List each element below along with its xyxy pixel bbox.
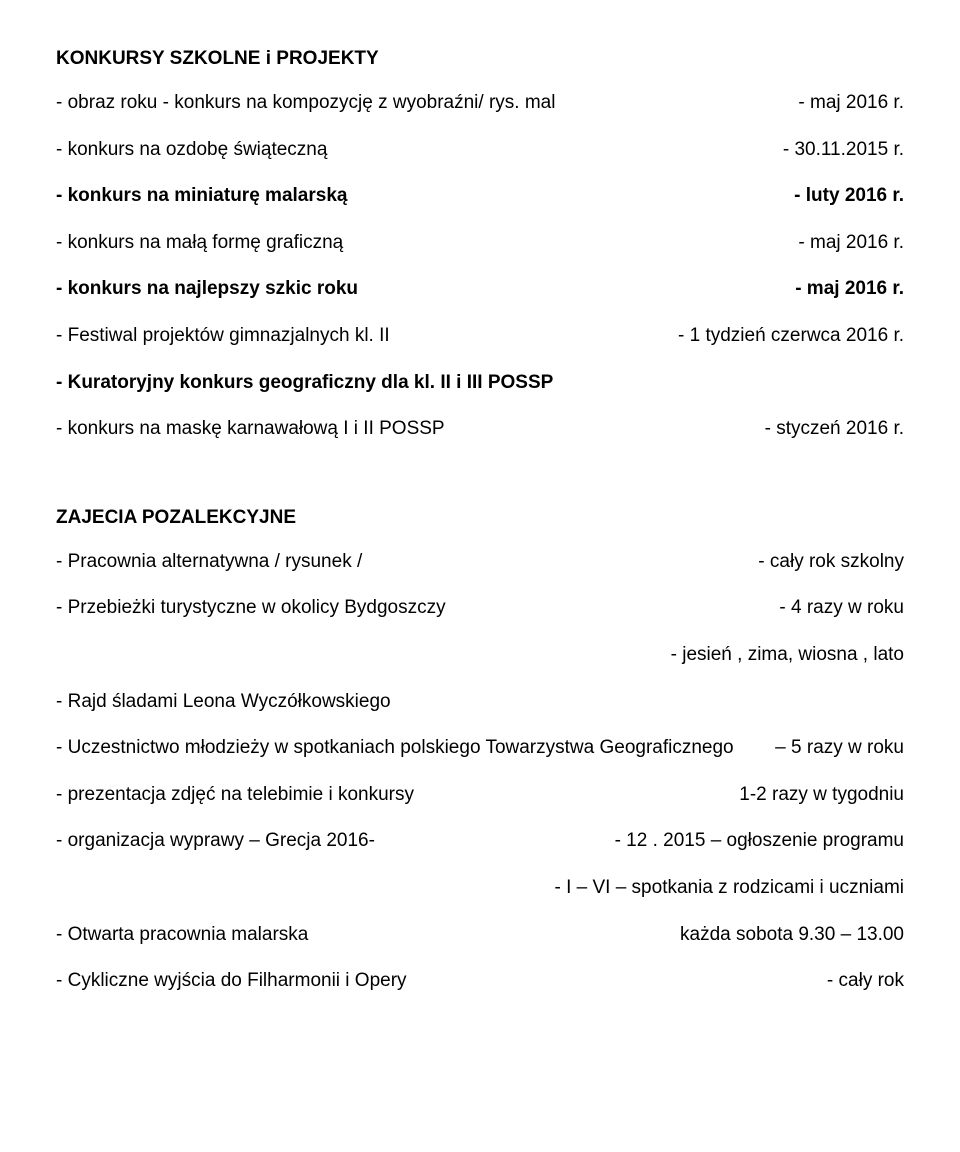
s1-row-2-right: - luty 2016 r. [794, 183, 904, 210]
s2-row-2: - jesień , zima, wiosna , lato [56, 642, 904, 669]
s1-row-2: - konkurs na miniaturę malarską - luty 2… [56, 183, 904, 210]
s2-rowa-1-right: 1-2 razy w tygodniu [739, 782, 904, 809]
s2-rowa-1-left: - prezentacja zdjęć na telebimie i konku… [56, 782, 739, 809]
s2-row-1-left: - Przebieżki turystyczne w okolicy Bydgo… [56, 595, 779, 622]
s1-row-4-left: - konkurs na najlepszy szkic roku [56, 276, 795, 303]
s2-rowa-4: - Otwarta pracownia malarska każda sobot… [56, 922, 904, 949]
s1-single-0: - Kuratoryjny konkurs geograficzny dla k… [56, 370, 904, 397]
s1-rowa-0: - konkurs na maskę karnawałową I i II PO… [56, 416, 904, 443]
s2-rowa-1: - prezentacja zdjęć na telebimie i konku… [56, 782, 904, 809]
s2-rowa-5-left: - Cykliczne wyjścia do Filharmonii i Ope… [56, 968, 827, 995]
s1-row-5: - Festiwal projektów gimnazjalnych kl. I… [56, 323, 904, 350]
s1-row-0: - obraz roku - konkurs na kompozycję z w… [56, 90, 904, 117]
s1-row-4: - konkurs na najlepszy szkic roku - maj … [56, 276, 904, 303]
s2-row-2-right: - jesień , zima, wiosna , lato [671, 642, 904, 669]
s1-row-5-right: - 1 tydzień czerwca 2016 r. [678, 323, 904, 350]
s1-row-0-left: - obraz roku - konkurs na kompozycję z w… [56, 90, 798, 117]
s1-rowa-0-right: - styczeń 2016 r. [765, 416, 904, 443]
s2-row-0-right: - cały rok szkolny [758, 549, 904, 576]
s2-row-0-left: - Pracownia alternatywna / rysunek / [56, 549, 758, 576]
s1-row-1-right: - 30.11.2015 r. [783, 137, 904, 164]
s2-rowa-5-right: - cały rok [827, 968, 904, 995]
s1-row-3-right: - maj 2016 r. [798, 230, 904, 257]
s1-rowa-0-left: - konkurs na maskę karnawałową I i II PO… [56, 416, 765, 443]
s1-row-1: - konkurs na ozdobę świąteczną - 30.11.2… [56, 137, 904, 164]
s1-row-5-left: - Festiwal projektów gimnazjalnych kl. I… [56, 323, 678, 350]
s1-row-3-left: - konkurs na małą formę graficzną [56, 230, 798, 257]
s1-row-0-right: - maj 2016 r. [798, 90, 904, 117]
s2-rowa-0-left: - Uczestnictwo młodzieży w spotkaniach p… [56, 735, 775, 762]
s2-row-0: - Pracownia alternatywna / rysunek / - c… [56, 549, 904, 576]
s2-row-1-right: - 4 razy w roku [779, 595, 904, 622]
s1-row-2-left: - konkurs na miniaturę malarską [56, 183, 794, 210]
section1-title: KONKURSY SZKOLNE i PROJEKTY [56, 48, 904, 70]
s2-rowa-2-left: - organizacja wyprawy – Grecja 2016- [56, 828, 615, 855]
s2-rowa-2: - organizacja wyprawy – Grecja 2016- - 1… [56, 828, 904, 855]
s2-rowa-0-right: – 5 razy w roku [775, 735, 904, 762]
s2-rowa-4-right: każda sobota 9.30 – 13.00 [680, 922, 904, 949]
s2-row-1: - Przebieżki turystyczne w okolicy Bydgo… [56, 595, 904, 622]
s2-rowa-2-right: - 12 . 2015 – ogłoszenie programu [615, 828, 904, 855]
s2-rowa-3: - I – VI – spotkania z rodzicami i uczni… [56, 875, 904, 902]
s2-rowa-5: - Cykliczne wyjścia do Filharmonii i Ope… [56, 968, 904, 995]
s1-row-4-right: - maj 2016 r. [795, 276, 904, 303]
s2-rowa-3-right: - I – VI – spotkania z rodzicami i uczni… [554, 875, 904, 902]
s1-row-3: - konkurs na małą formę graficzną - maj … [56, 230, 904, 257]
s2-rowa-4-left: - Otwarta pracownia malarska [56, 922, 680, 949]
s1-row-1-left: - konkurs na ozdobę świąteczną [56, 137, 783, 164]
s2-single-0: - Rajd śladami Leona Wyczółkowskiego [56, 689, 904, 716]
section2-title: ZAJECIA POZALEKCYJNE [56, 507, 904, 529]
s2-rowa-0: - Uczestnictwo młodzieży w spotkaniach p… [56, 735, 904, 762]
